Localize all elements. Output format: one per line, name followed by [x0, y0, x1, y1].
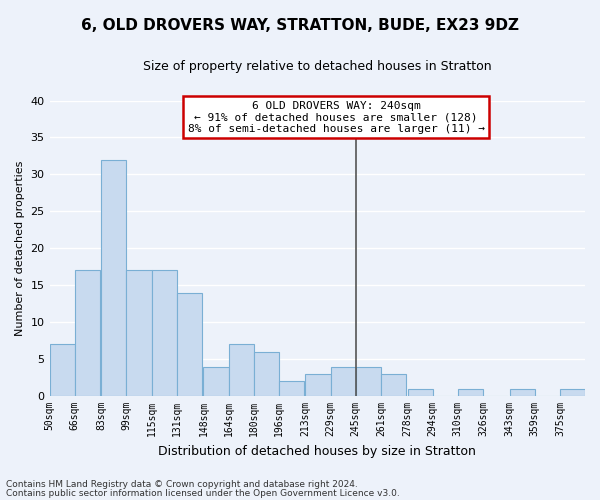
- Bar: [203, 366, 229, 396]
- Bar: [50, 344, 74, 396]
- X-axis label: Distribution of detached houses by size in Stratton: Distribution of detached houses by size …: [158, 444, 476, 458]
- Bar: [127, 270, 152, 396]
- Text: Contains public sector information licensed under the Open Government Licence v3: Contains public sector information licen…: [6, 488, 400, 498]
- Text: Contains HM Land Registry data © Crown copyright and database right 2024.: Contains HM Land Registry data © Crown c…: [6, 480, 358, 489]
- Bar: [509, 388, 535, 396]
- Bar: [229, 344, 254, 396]
- Bar: [560, 388, 585, 396]
- Bar: [254, 352, 279, 396]
- Text: 6, OLD DROVERS WAY, STRATTON, BUDE, EX23 9DZ: 6, OLD DROVERS WAY, STRATTON, BUDE, EX23…: [81, 18, 519, 32]
- Bar: [407, 388, 433, 396]
- Bar: [279, 382, 304, 396]
- Title: Size of property relative to detached houses in Stratton: Size of property relative to detached ho…: [143, 60, 491, 73]
- Bar: [177, 292, 202, 396]
- Bar: [356, 366, 381, 396]
- Bar: [331, 366, 356, 396]
- Bar: [74, 270, 100, 396]
- Text: 6 OLD DROVERS WAY: 240sqm
← 91% of detached houses are smaller (128)
8% of semi-: 6 OLD DROVERS WAY: 240sqm ← 91% of detac…: [188, 100, 485, 134]
- Bar: [101, 160, 127, 396]
- Bar: [152, 270, 177, 396]
- Bar: [381, 374, 406, 396]
- Bar: [305, 374, 331, 396]
- Bar: [458, 388, 483, 396]
- Y-axis label: Number of detached properties: Number of detached properties: [15, 160, 25, 336]
